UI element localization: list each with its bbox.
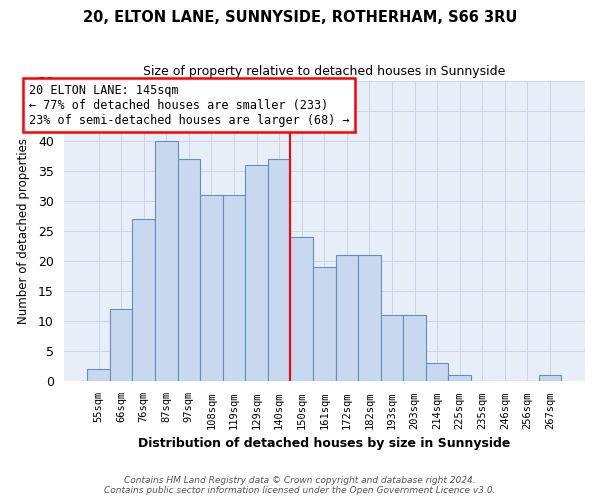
Bar [155, 140, 178, 382]
Text: 20, ELTON LANE, SUNNYSIDE, ROTHERHAM, S66 3RU: 20, ELTON LANE, SUNNYSIDE, ROTHERHAM, S6… [83, 10, 517, 25]
Bar [133, 219, 155, 382]
Bar [313, 267, 335, 382]
Bar [268, 159, 290, 382]
Bar [110, 309, 133, 382]
Bar [200, 195, 223, 382]
Bar [539, 376, 561, 382]
Bar [87, 370, 110, 382]
Bar [290, 237, 313, 382]
Bar [178, 159, 200, 382]
Bar [381, 315, 403, 382]
Text: Contains HM Land Registry data © Crown copyright and database right 2024.
Contai: Contains HM Land Registry data © Crown c… [104, 476, 496, 495]
Bar [335, 255, 358, 382]
Bar [426, 364, 448, 382]
Bar [358, 255, 381, 382]
Text: 20 ELTON LANE: 145sqm
← 77% of detached houses are smaller (233)
23% of semi-det: 20 ELTON LANE: 145sqm ← 77% of detached … [29, 84, 349, 126]
X-axis label: Distribution of detached houses by size in Sunnyside: Distribution of detached houses by size … [138, 437, 511, 450]
Bar [448, 376, 471, 382]
Title: Size of property relative to detached houses in Sunnyside: Size of property relative to detached ho… [143, 65, 505, 78]
Y-axis label: Number of detached properties: Number of detached properties [17, 138, 29, 324]
Bar [403, 315, 426, 382]
Bar [223, 195, 245, 382]
Bar [245, 165, 268, 382]
